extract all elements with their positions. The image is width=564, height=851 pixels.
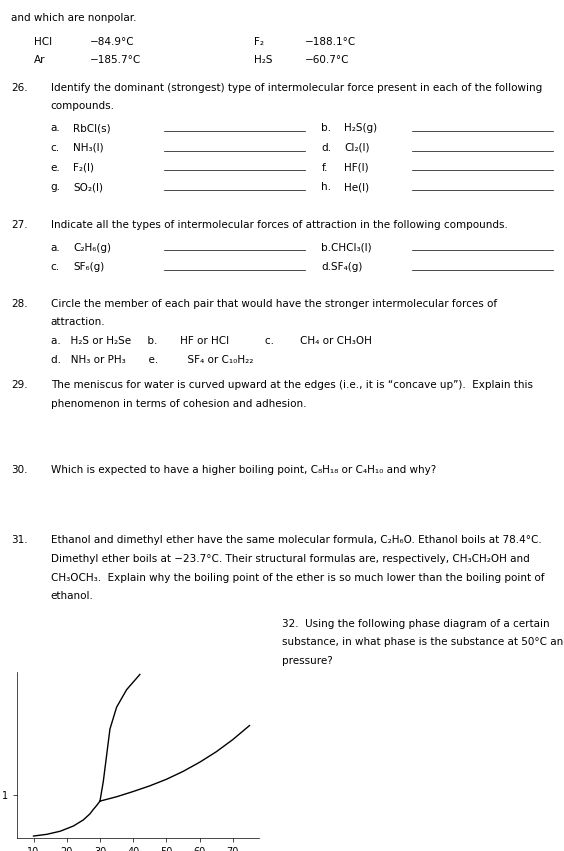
Text: 26.: 26. — [11, 83, 28, 93]
Text: ethanol.: ethanol. — [51, 591, 94, 602]
Text: 30.: 30. — [11, 465, 28, 476]
Text: a.: a. — [51, 123, 60, 134]
Text: g.: g. — [51, 182, 61, 192]
Text: phenomenon in terms of cohesion and adhesion.: phenomenon in terms of cohesion and adhe… — [51, 399, 306, 409]
Text: NH₃(l): NH₃(l) — [73, 143, 104, 153]
Text: Which is expected to have a higher boiling point, C₈H₁₈ or C₄H₁₀ and why?: Which is expected to have a higher boili… — [51, 465, 436, 476]
Text: H₂S: H₂S — [254, 55, 272, 66]
Text: a.: a. — [51, 243, 60, 253]
Text: d.: d. — [321, 143, 332, 153]
Text: −185.7°C: −185.7°C — [90, 55, 142, 66]
Text: a.   H₂S or H₂Se     b.       HF or HCl           c.        CH₄ or CH₃OH: a. H₂S or H₂Se b. HF or HCl c. CH₄ or CH… — [51, 336, 372, 346]
Text: −84.9°C: −84.9°C — [90, 37, 135, 47]
Text: CH₃OCH₃.  Explain why the boiling point of the ether is so much lower than the b: CH₃OCH₃. Explain why the boiling point o… — [51, 573, 544, 583]
Text: −188.1°C: −188.1°C — [305, 37, 356, 47]
Text: b.: b. — [321, 123, 332, 134]
Text: SF₆(g): SF₆(g) — [73, 262, 104, 272]
Text: The meniscus for water is curved upward at the edges (i.e., it is “concave up”).: The meniscus for water is curved upward … — [51, 380, 533, 391]
Text: and which are nonpolar.: and which are nonpolar. — [11, 13, 137, 23]
Text: e.: e. — [51, 163, 60, 173]
Text: Ar: Ar — [34, 55, 45, 66]
Text: F₂(l): F₂(l) — [73, 163, 94, 173]
Text: Dimethyl ether boils at −23.7°C. Their structural formulas are, respectively, CH: Dimethyl ether boils at −23.7°C. Their s… — [51, 554, 530, 564]
Text: 29.: 29. — [11, 380, 28, 391]
Text: c.: c. — [51, 143, 60, 153]
Text: attraction.: attraction. — [51, 317, 105, 328]
Text: Ethanol and dimethyl ether have the same molecular formula, C₂H₆O. Ethanol boils: Ethanol and dimethyl ether have the same… — [51, 535, 541, 545]
Text: Indicate all the types of intermolecular forces of attraction in the following c: Indicate all the types of intermolecular… — [51, 220, 508, 231]
Text: HCl: HCl — [34, 37, 52, 47]
Text: SO₂(l): SO₂(l) — [73, 182, 103, 192]
Text: Circle the member of each pair that would have the stronger intermolecular force: Circle the member of each pair that woul… — [51, 299, 497, 309]
Text: H₂S(g): H₂S(g) — [344, 123, 377, 134]
Text: 31.: 31. — [11, 535, 28, 545]
Text: HF(l): HF(l) — [344, 163, 369, 173]
Text: C₂H₆(g): C₂H₆(g) — [73, 243, 111, 253]
Text: f.: f. — [321, 163, 328, 173]
Text: RbCl(s): RbCl(s) — [73, 123, 111, 134]
Text: 28.: 28. — [11, 299, 28, 309]
Text: d.   NH₃ or PH₃       e.         SF₄ or C₁₀H₂₂: d. NH₃ or PH₃ e. SF₄ or C₁₀H₂₂ — [51, 355, 253, 365]
Text: 27.: 27. — [11, 220, 28, 231]
Text: compounds.: compounds. — [51, 101, 114, 111]
Text: 32.  Using the following phase diagram of a certain: 32. Using the following phase diagram of… — [282, 619, 550, 629]
Text: F₂: F₂ — [254, 37, 264, 47]
Text: −60.7°C: −60.7°C — [305, 55, 349, 66]
Text: c.: c. — [51, 262, 60, 272]
Text: h.: h. — [321, 182, 332, 192]
Text: substance, in what phase is the substance at 50°C and 1 atm: substance, in what phase is the substanc… — [282, 637, 564, 648]
Text: He(l): He(l) — [344, 182, 369, 192]
Text: pressure?: pressure? — [282, 656, 333, 666]
Text: d.SF₄(g): d.SF₄(g) — [321, 262, 363, 272]
Text: Identify the dominant (strongest) type of intermolecular force present in each o: Identify the dominant (strongest) type o… — [51, 83, 542, 93]
Text: b.CHCl₃(l): b.CHCl₃(l) — [321, 243, 372, 253]
Text: Cl₂(l): Cl₂(l) — [344, 143, 369, 153]
